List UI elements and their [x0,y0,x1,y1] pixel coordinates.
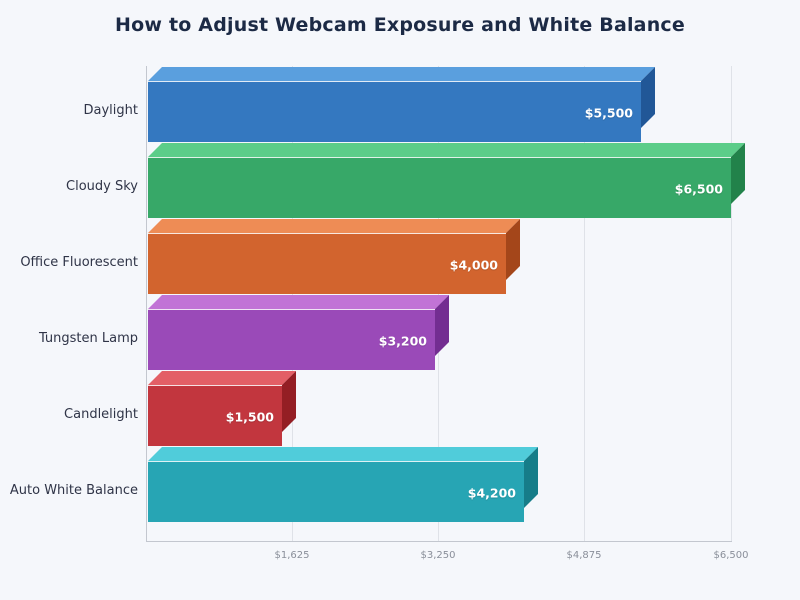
category-label: Cloudy Sky [66,179,138,194]
bar-value-label: $1,500 [225,409,274,425]
bar-front-face: $4,200 [148,461,524,522]
bar-edge-highlight [148,461,524,462]
bar: $3,200 [148,295,449,370]
bar-front-face: $3,200 [148,309,435,370]
bar-edge-highlight [148,385,282,386]
bar: $1,500 [148,371,296,446]
bar-side-face [731,143,745,204]
x-tick-label: $3,250 [420,550,456,561]
x-tick-label: $4,875 [566,550,602,561]
bar-value-label: $4,200 [467,485,516,501]
bar-side-face [506,219,520,280]
chart-title: How to Adjust Webcam Exposure and White … [115,14,685,36]
bar-side-face [435,295,449,356]
bar-front-face: $1,500 [148,385,282,446]
bar: $6,500 [148,143,745,218]
x-axis-line [146,541,732,542]
y-axis-line [146,66,147,542]
bar-front-face: $5,500 [148,81,641,142]
bar-top-face [148,447,538,461]
bar-front-face: $4,000 [148,233,506,294]
bar-value-label: $4,000 [449,257,498,273]
bar-side-face [641,67,655,128]
gridline [584,66,585,541]
bar-edge-highlight [148,157,731,158]
bar-value-label: $6,500 [674,181,723,197]
category-label: Tungsten Lamp [38,331,138,346]
category-label: Daylight [83,103,138,118]
bar-edge-highlight [148,81,641,82]
bar-edge-highlight [148,309,435,310]
bar-edge-highlight [148,233,506,234]
bar: $4,200 [148,447,538,522]
category-label: Auto White Balance [9,483,138,498]
bar-top-face [148,295,449,309]
bar-side-face [524,447,538,508]
bar-value-label: $3,200 [378,333,427,349]
x-tick-label: $1,625 [274,550,310,561]
bar: $5,500 [148,67,655,142]
bar-front-face: $6,500 [148,157,731,218]
bar-value-label: $5,500 [584,105,633,121]
bar-top-face [148,219,520,233]
category-label: Office Fluorescent [20,255,138,270]
bar-top-face [148,143,745,157]
bar-top-face [148,67,655,81]
gridline [731,66,732,541]
x-tick-label: $6,500 [713,550,749,561]
bar: $4,000 [148,219,520,294]
bar-side-face [282,371,296,432]
category-label: Candlelight [64,407,138,422]
bar-top-face [148,371,296,385]
